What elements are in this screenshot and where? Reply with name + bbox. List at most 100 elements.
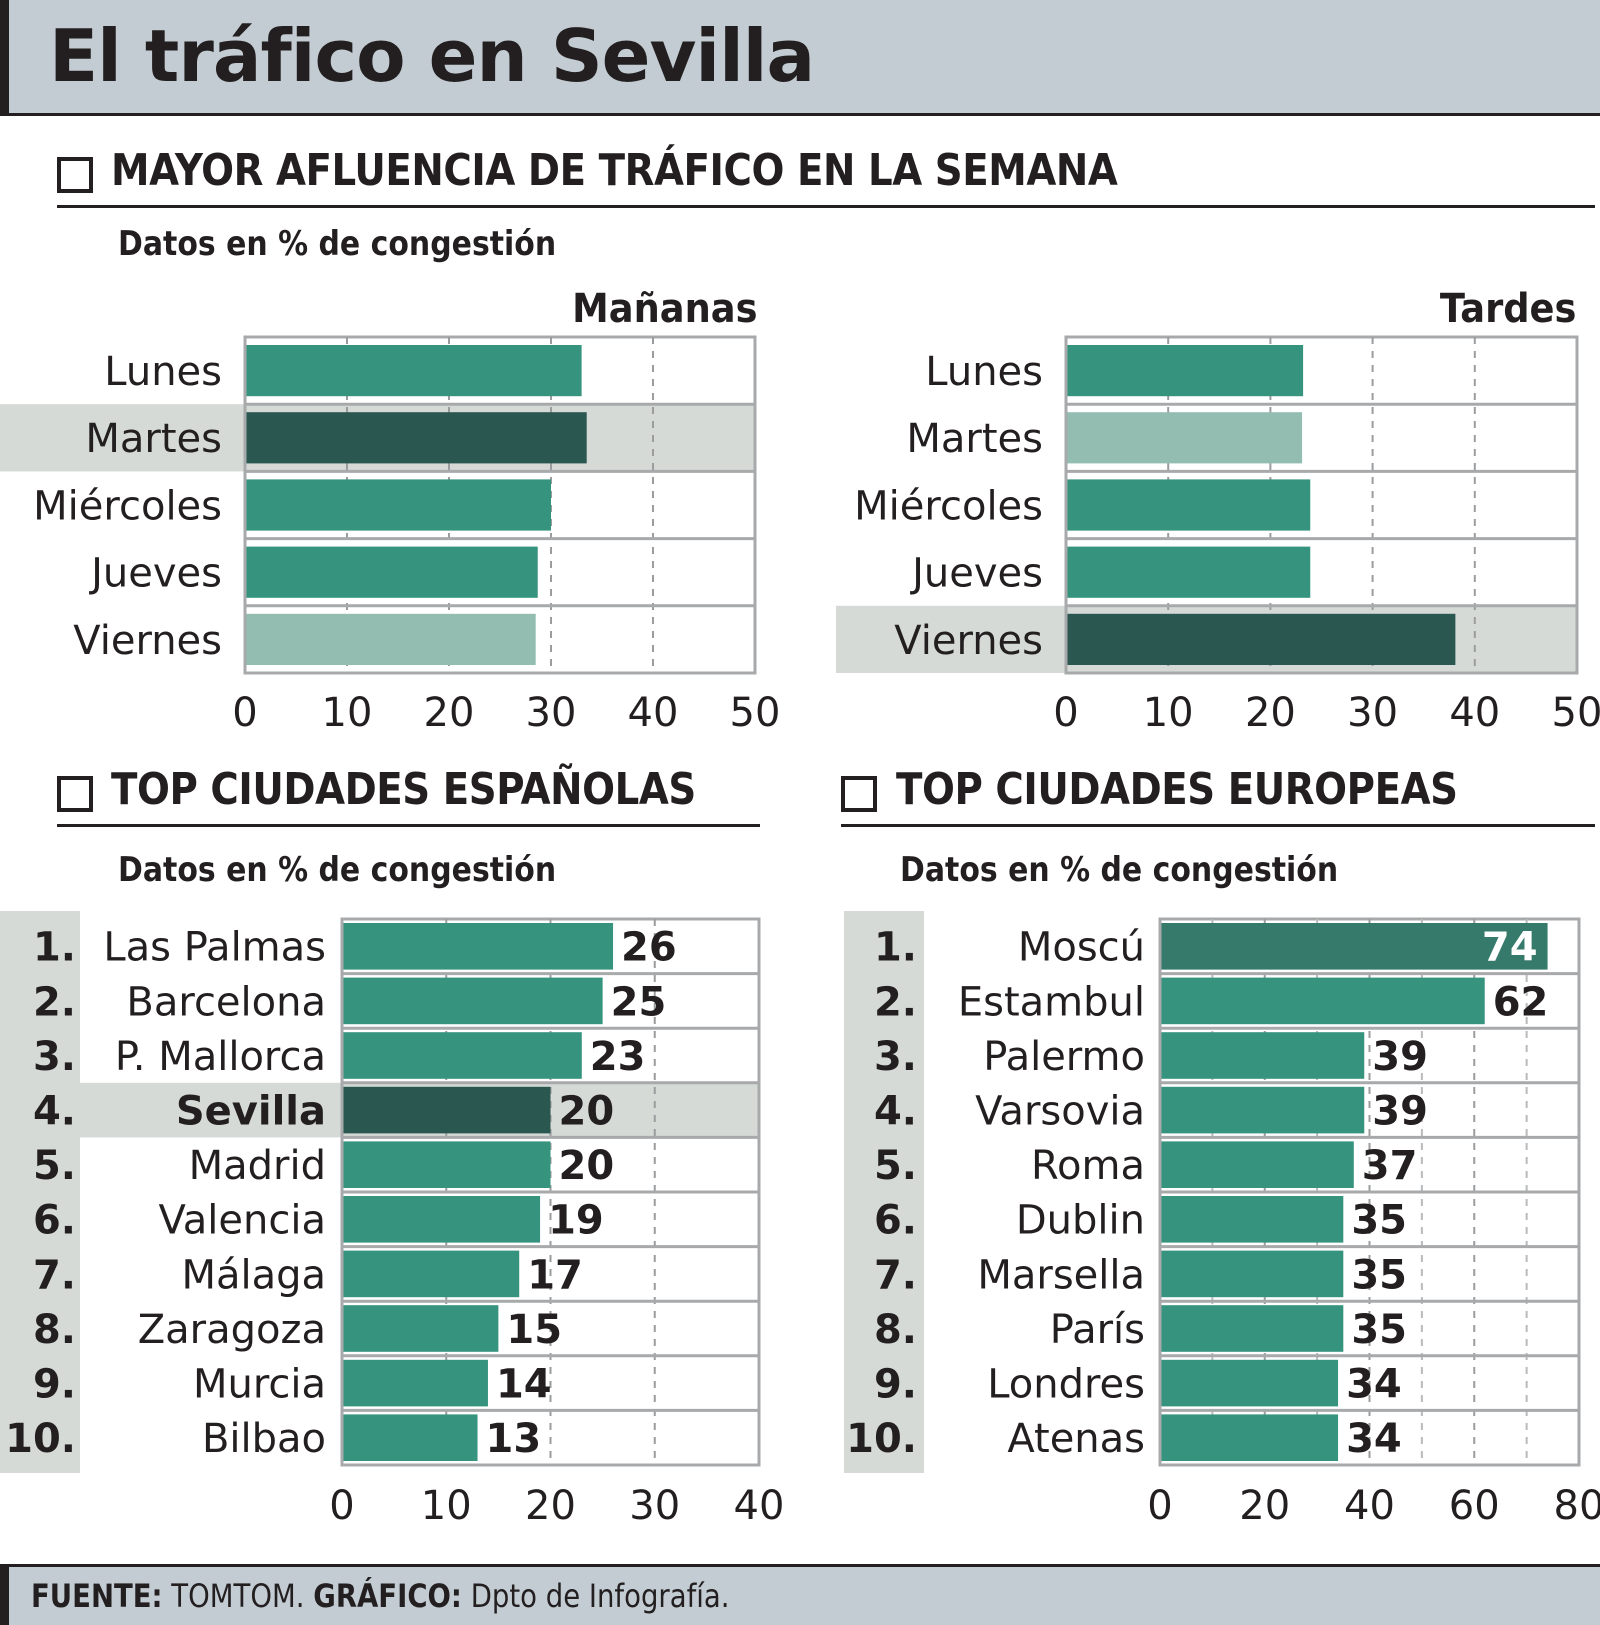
category-label: Marsella (977, 1252, 1145, 1298)
bar (343, 977, 603, 1025)
chart-europe: Moscú 1. 74 Estambul 2. 62 Palermo 3. 39 Varsovia… (844, 911, 1600, 1529)
bar (1161, 1141, 1354, 1188)
x-tick-label: 0 (329, 1483, 354, 1529)
section-title-europe: TOP CIUDADES EUROPEAS (896, 764, 1458, 815)
rank-label: 8. (874, 1307, 917, 1353)
x-tick-label: 80 (1554, 1483, 1600, 1529)
value-label: 17 (527, 1252, 583, 1298)
x-tick-label: 50 (730, 690, 781, 736)
rank-label: 10. (846, 1416, 917, 1462)
x-tick-label: 30 (526, 690, 577, 736)
chart-title-mananas: Mañanas (572, 286, 758, 332)
rank-label: 9. (33, 1362, 76, 1408)
category-label: Londres (987, 1362, 1145, 1408)
value-label: 39 (1372, 1034, 1428, 1080)
category-label: Estambul (958, 979, 1145, 1025)
value-label: 62 (1493, 979, 1549, 1025)
value-label: 74 (1482, 925, 1538, 971)
category-label: París (1050, 1307, 1145, 1353)
x-tick-label: 40 (734, 1483, 785, 1529)
x-tick-label: 30 (629, 1483, 680, 1529)
page-title: El tráfico en Sevilla (49, 14, 815, 98)
bar (246, 479, 551, 531)
section-title-spain: TOP CIUDADES ESPAÑOLAS (111, 764, 696, 815)
rank-label: 1. (874, 925, 917, 971)
rank-label: 4. (33, 1089, 76, 1135)
category-label: Barcelona (126, 979, 326, 1025)
title-banner: El tráfico en Sevilla (0, 0, 1600, 116)
bar (1067, 412, 1303, 464)
category-label: Las Palmas (103, 925, 326, 971)
category-label: Miércoles (33, 483, 222, 529)
bar (1161, 977, 1485, 1025)
bar (1161, 1086, 1365, 1134)
bar (246, 546, 538, 598)
section-subtitle-week: Datos en % de congestión (118, 224, 557, 264)
category-label: Málaga (181, 1252, 326, 1298)
bar (343, 923, 614, 970)
category-label: Palermo (983, 1034, 1145, 1080)
section-rule (841, 824, 1595, 827)
x-tick-label: 10 (421, 1483, 472, 1529)
rank-label: 10. (5, 1416, 76, 1462)
rank-label: 1. (33, 925, 76, 971)
bar (1161, 1305, 1344, 1352)
x-tick-label: 10 (322, 690, 373, 736)
bar (1161, 923, 1548, 970)
x-tick-label: 20 (525, 1483, 576, 1529)
category-label: Zaragoza (138, 1307, 326, 1353)
rank-band (0, 911, 80, 1473)
category-label: Moscú (1018, 925, 1145, 971)
category-label: Lunes (104, 349, 222, 395)
category-label: Miércoles (854, 483, 1043, 529)
rank-label: 7. (874, 1252, 917, 1298)
section-subtitle-europe: Datos en % de congestión (900, 850, 1339, 890)
bar (246, 345, 582, 397)
category-label: Martes (906, 416, 1043, 462)
footer-credits: FUENTE: TOMTOM. GRÁFICO: Dpto de Infogra… (31, 1577, 730, 1615)
section-square-icon (57, 157, 93, 193)
x-tick-label: 0 (232, 690, 257, 736)
value-label: 25 (611, 979, 667, 1025)
plot-frame (1064, 335, 1579, 675)
x-tick-label: 50 (1552, 690, 1600, 736)
value-label: 20 (559, 1089, 615, 1135)
value-label: 20 (559, 1143, 615, 1189)
bar (1067, 613, 1456, 665)
source-label: FUENTE: (31, 1577, 163, 1615)
x-tick-label: 0 (1053, 690, 1078, 736)
bar (343, 1086, 551, 1134)
value-label: 39 (1372, 1089, 1428, 1135)
value-label: 14 (496, 1362, 552, 1408)
bar (1161, 1196, 1344, 1243)
category-label: Sevilla (176, 1089, 326, 1135)
source-value: TOMTOM. (171, 1577, 305, 1615)
bar (1067, 345, 1304, 397)
value-label: 35 (1351, 1198, 1407, 1244)
category-label: Madrid (189, 1143, 326, 1189)
x-tick-label: 20 (1239, 1483, 1290, 1529)
value-label: 34 (1346, 1362, 1402, 1408)
category-label: Murcia (193, 1362, 326, 1408)
rank-band (844, 911, 924, 1473)
bar (1067, 479, 1311, 531)
rank-label: 7. (33, 1252, 76, 1298)
category-label: Jueves (909, 551, 1043, 597)
bar (343, 1141, 551, 1188)
category-label: Viernes (73, 618, 222, 664)
category-label: Bilbao (202, 1416, 326, 1462)
category-label: P. Mallorca (115, 1034, 326, 1080)
category-label: Lunes (925, 349, 1043, 395)
value-label: 35 (1351, 1252, 1407, 1298)
x-tick-label: 20 (1245, 690, 1296, 736)
rank-label: 5. (874, 1143, 917, 1189)
footer-banner: FUENTE: TOMTOM. GRÁFICO: Dpto de Infogra… (0, 1564, 1600, 1625)
category-label: Viernes (894, 618, 1043, 664)
category-label: Dublin (1016, 1198, 1145, 1244)
bar (1161, 1250, 1344, 1298)
category-label: Varsovia (975, 1089, 1145, 1135)
value-label: 23 (590, 1034, 646, 1080)
rank-label: 2. (874, 979, 917, 1025)
bar (1161, 1359, 1339, 1407)
